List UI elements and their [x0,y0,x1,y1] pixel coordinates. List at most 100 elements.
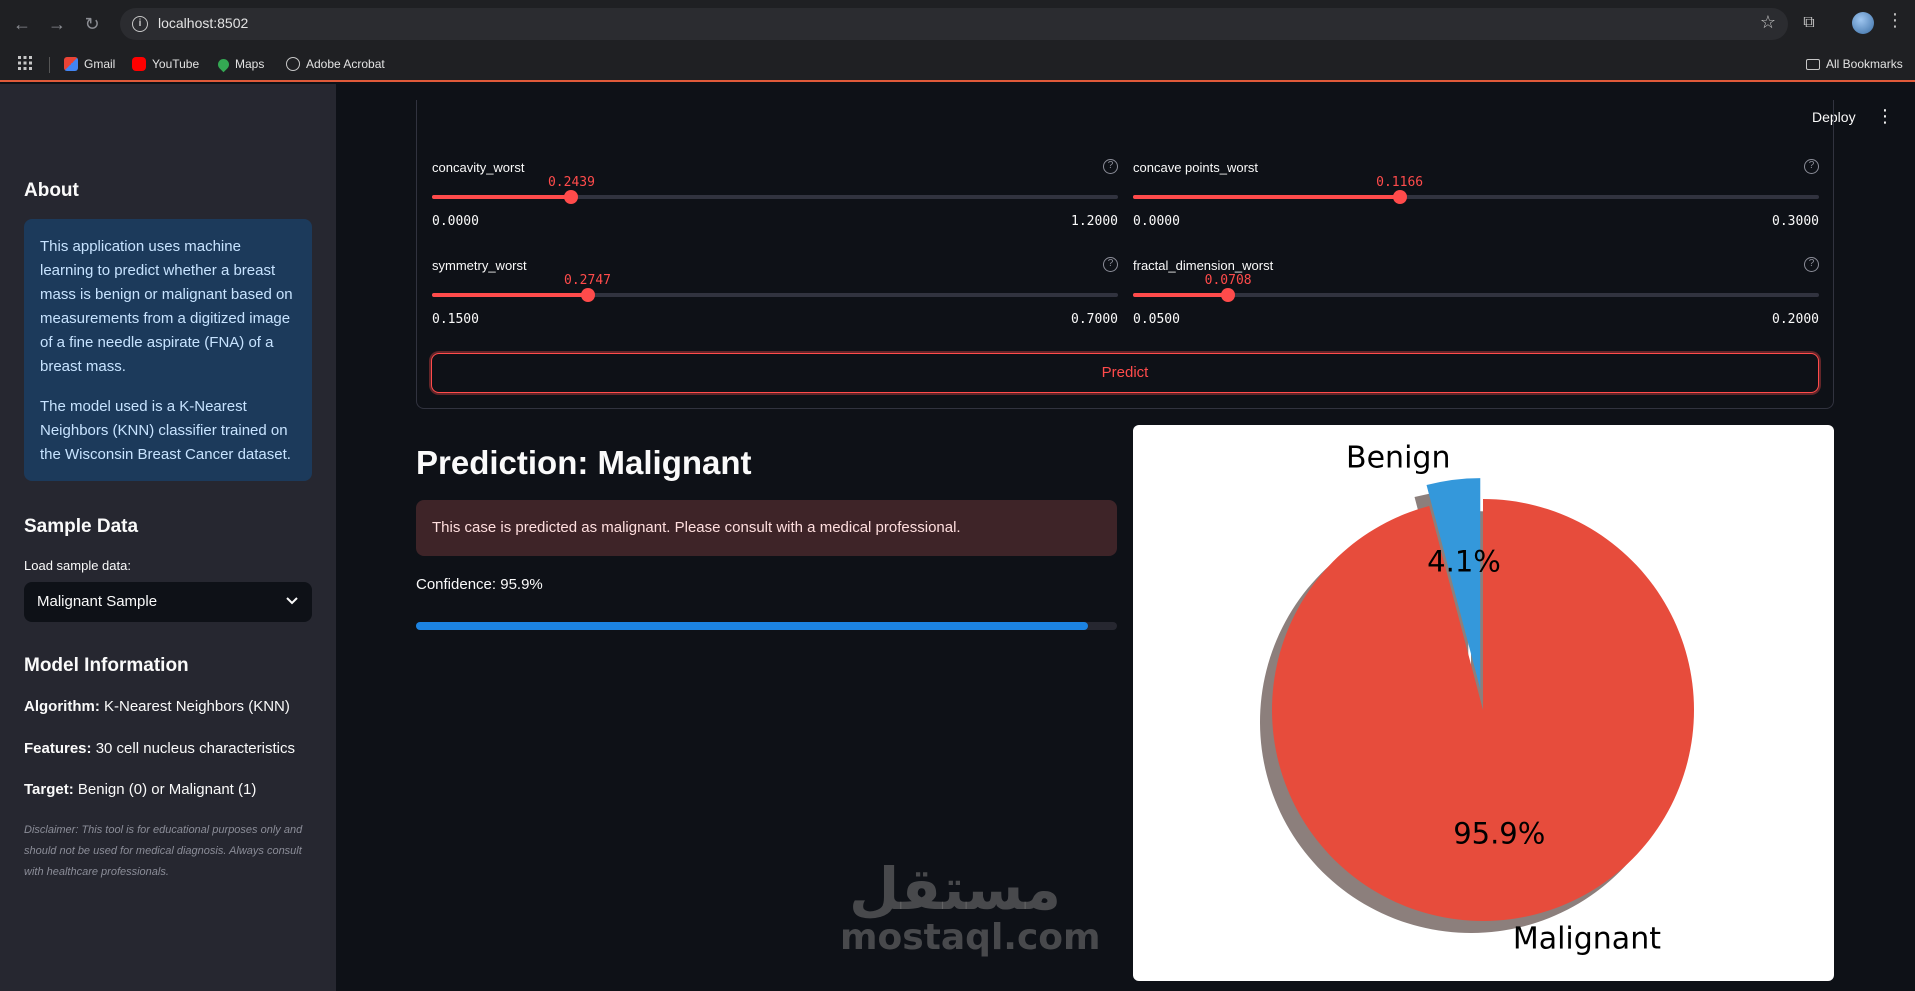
bookmark-label: Maps [235,57,265,71]
back-arrow-icon[interactable]: ← [13,14,31,34]
algorithm-info: Algorithm: K-Nearest Neighbors (KNN) [24,698,290,715]
watermark-arabic: مستقل [848,855,1062,923]
bookmark-youtube[interactable]: YouTube [132,57,199,71]
slider-track[interactable] [1133,288,1819,302]
address-text[interactable]: localhost:8502 [158,15,249,31]
slider-max: 0.7000 [1071,312,1118,327]
slider-label: fractal_dimension_worst [1133,258,1274,273]
main-menu-icon[interactable]: ⋮ [1876,106,1894,126]
prediction-title: Prediction: Malignant [416,444,752,481]
target-value: Benign (0) or Malignant (1) [77,781,257,798]
reload-icon[interactable]: ↻ [84,14,100,34]
pie-chart: Benign 4.1% Malignant 95.9% [1260,440,1694,957]
all-bookmarks-label: All Bookmarks [1826,57,1903,71]
about-text: The model used is a K-Nearest Neighbors … [40,398,291,463]
pie-slice-benign [1426,478,1481,690]
model-info-heading: Model Information [24,655,189,676]
all-bookmarks[interactable]: All Bookmarks [1806,57,1903,71]
slider-label: concave points_worst [1133,160,1259,175]
slider-concavity-worst[interactable]: concavity_worst ? 0.2439 0.0000 1.2000 [432,159,1118,240]
browser-menu-icon[interactable]: ⋮ [1886,10,1904,30]
confidence-progress-bar [416,622,1117,630]
selected-value: Malignant Sample [37,593,158,610]
input-form [416,100,1834,409]
pie-label-malignant: Malignant [1513,922,1661,957]
slider-label: concavity_worst [432,160,525,175]
disclaimer-text: Disclaimer: This tool is for educational… [24,824,303,878]
bookmark-adobe-acrobat[interactable]: Adobe Acrobat [286,57,385,71]
folder-icon [1806,58,1820,70]
slider-symmetry-worst[interactable]: symmetry_worst ? 0.2747 0.1500 0.7000 [432,257,1118,338]
globe-icon [286,57,300,71]
help-icon[interactable]: ? [1103,257,1118,272]
sample-data-select[interactable]: Malignant Sample [24,582,312,622]
bookmark-label: Adobe Acrobat [306,57,385,71]
features-value: 30 cell nucleus characteristics [95,740,295,757]
target-key: Target: [24,781,74,798]
slider-value: 0.0708 [1204,273,1252,288]
maps-pin-icon [215,56,232,72]
features-info: Features: 30 cell nucleus characteristic… [24,740,295,757]
slider-concave-points-worst[interactable]: concave points_worst ? 0.1166 0.0000 0.3… [1133,159,1819,240]
slider-fill [1133,293,1229,297]
confidence-text: Confidence: 95.9% [416,576,543,593]
help-icon[interactable]: ? [1804,159,1819,174]
address-bar[interactable]: i localhost:8502 ☆ [120,8,1788,40]
pie-chart-card: Benign 4.1% Malignant 95.9% [1133,425,1834,981]
target-info: Target: Benign (0) or Malignant (1) [24,781,256,798]
slider-fractal-dimension-worst[interactable]: fractal_dimension_worst ? 0.0708 0.0500 … [1133,257,1819,338]
sample-data-heading: Sample Data [24,516,139,537]
forward-arrow-icon[interactable]: → [48,14,66,34]
slider-min: 0.1500 [432,312,479,327]
about-info-box: This application uses machine learning t… [24,219,312,481]
bookmark-star-icon[interactable]: ☆ [1759,12,1776,32]
slider-label: symmetry_worst [432,258,527,273]
slider-thumb[interactable] [580,288,595,302]
slider-track[interactable] [1133,190,1819,204]
pie-value-label: 95.9% [1453,817,1545,851]
watermark-latin: mostaql.com [840,917,1101,958]
help-icon[interactable]: ? [1804,257,1819,272]
help-icon[interactable]: ? [1103,159,1118,174]
bookmark-maps[interactable]: Maps [215,56,265,72]
slider-track[interactable] [432,288,1118,302]
slider-min: 0.0000 [1133,214,1180,229]
apps-grid-icon[interactable] [18,56,32,70]
slider-value: 0.1166 [1376,175,1424,190]
slider-track[interactable] [432,190,1118,204]
pie-value-label: 4.1% [1427,545,1501,579]
chevron-down-icon [286,590,298,615]
sidebar: About This application uses machine lear… [0,84,336,991]
slider-value: 0.2747 [564,273,611,288]
pie-slice-malignant [1272,499,1694,921]
browser-toolbar: ← → ↻ i localhost:8502 ☆ ⧉ ⋮ [0,0,1915,48]
about-text: This application uses machine learning t… [40,238,293,375]
slider-fill [432,293,588,297]
prediction-alert: This case is predicted as malignant. Ple… [416,500,1117,556]
algorithm-value: K-Nearest Neighbors (KNN) [104,698,290,715]
extensions-icon[interactable]: ⧉ [1803,14,1815,31]
youtube-icon [132,57,146,71]
slider-min: 0.0000 [432,214,479,229]
algorithm-key: Algorithm: [24,698,100,715]
slider-thumb[interactable] [1392,190,1407,204]
profile-avatar[interactable] [1852,12,1874,34]
slider-thumb[interactable] [564,190,579,204]
slider-max: 0.2000 [1772,312,1819,327]
watermark: مستقل mostaql.com [840,855,1101,958]
bookmark-gmail[interactable]: Gmail [64,57,115,71]
bookmark-label: Gmail [84,57,116,71]
slider-thumb[interactable] [1221,288,1236,302]
confidence-progress-fill [416,622,1089,630]
predict-button[interactable]: Predict [431,353,1819,393]
pie-label-benign: Benign [1346,440,1450,475]
slider-fill [432,195,572,199]
gmail-icon [64,57,78,71]
features-key: Features: [24,740,92,757]
bookmark-separator [49,57,50,73]
bookmark-label: YouTube [152,57,200,71]
slider-value: 0.2439 [547,175,595,190]
slider-fill [1133,195,1400,199]
site-info-icon[interactable]: i [132,16,148,32]
slider-max: 1.2000 [1071,214,1118,229]
